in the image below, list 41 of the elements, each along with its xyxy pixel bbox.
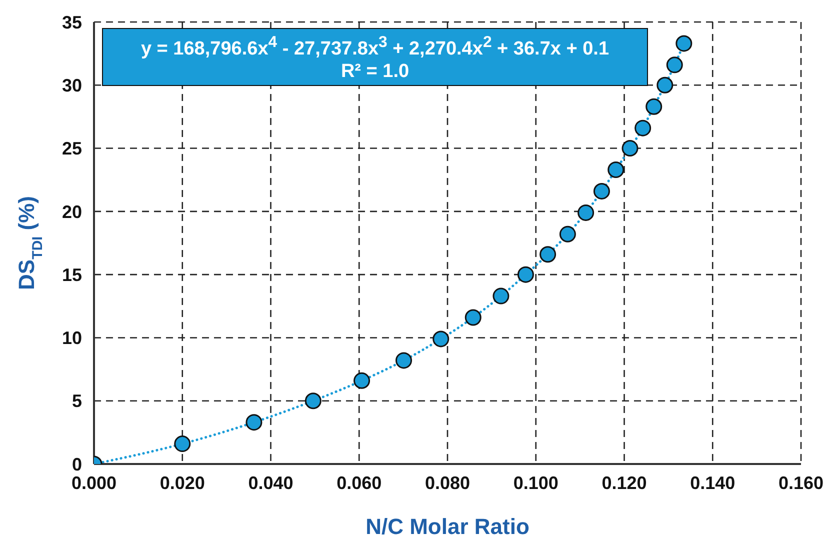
x-tick-label: 0.160 — [778, 472, 824, 493]
point — [676, 35, 692, 52]
x-tick-label: 0.040 — [248, 472, 294, 493]
y-tick-label: 30 — [62, 76, 82, 96]
y-tick-label: 25 — [62, 138, 82, 159]
annotation: R² = 1.0 — [340, 60, 410, 84]
y-tick-label: 10 — [62, 328, 82, 348]
point — [517, 266, 534, 283]
x-tick-label: 0.020 — [160, 472, 205, 493]
equation-box: y = 168,796.6x$^{4}$ - 27,737.8x$^{3}$ + 2,270.4x$^{2}$ + 36.7x + 0.1 R² = 1.0 — [102, 28, 648, 86]
point — [646, 98, 662, 115]
point — [559, 226, 576, 242]
point — [464, 309, 482, 326]
annotation: y = 168,796.6x$^{4}$ - 27,737.8x$^{3}$ + 2,270.4x$^{2}$ + 36.7x + 0.1 — [140, 33, 610, 60]
y-tick-label: 0 — [72, 454, 82, 474]
point — [432, 330, 450, 348]
point — [540, 246, 556, 263]
point — [354, 372, 370, 389]
y-tick-label: 35 — [62, 12, 82, 32]
y-tick-label: 15 — [62, 264, 82, 285]
x-axis-title: N/C Molar Ratio — [366, 514, 530, 539]
point — [634, 120, 652, 136]
point — [593, 182, 610, 200]
x-tick-label: 0.120 — [602, 472, 647, 493]
x-tick-label: 0.060 — [336, 472, 382, 493]
point — [656, 76, 674, 94]
point — [622, 140, 638, 157]
point — [492, 288, 510, 304]
x-tick-label: 0.080 — [424, 472, 470, 493]
point — [666, 56, 683, 74]
x-tick-label: 0.000 — [71, 472, 117, 493]
point — [578, 204, 594, 221]
point — [304, 392, 322, 410]
point — [608, 162, 624, 178]
x-tick-label: 0.140 — [690, 472, 736, 493]
y-tick-label: 20 — [62, 202, 82, 222]
y-tick-label: 5 — [72, 391, 82, 412]
point — [174, 436, 191, 452]
point — [396, 352, 412, 369]
x-tick-label: 0.100 — [513, 472, 558, 493]
point — [246, 414, 262, 431]
